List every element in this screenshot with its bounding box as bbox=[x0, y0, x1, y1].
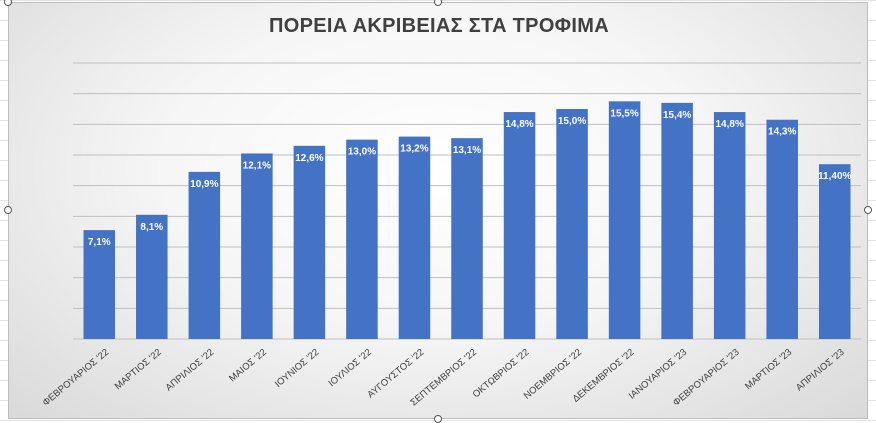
data-label: 8,1% bbox=[140, 222, 163, 233]
bar[interactable] bbox=[818, 164, 851, 339]
category-tick-label: ΑΠΡΙΛΙΟΣ '22 bbox=[164, 347, 217, 394]
data-label: 14,8% bbox=[715, 119, 743, 130]
data-label: 14,3% bbox=[768, 127, 796, 138]
chart-area[interactable]: ΠΟΡΕΙΑ ΑΚΡΙΒΕΙΑΣ ΣΤΑ ΤΡΟΦΙΜΑ 7,1% ΦΕΒΡΟΥΑ… bbox=[8, 2, 868, 419]
category-tick-label: ΜΑΡΤΙΟΣ '23 bbox=[743, 347, 794, 392]
resize-handle-top-left[interactable] bbox=[4, 0, 12, 6]
bar[interactable] bbox=[188, 171, 221, 339]
data-label: 7,1% bbox=[88, 237, 111, 248]
data-label: 11,40% bbox=[818, 171, 851, 182]
bar[interactable] bbox=[608, 101, 641, 339]
bar[interactable] bbox=[241, 153, 273, 339]
category-tick-label: ΜΑΡΤΙΟΣ '22 bbox=[113, 347, 164, 392]
data-label: 15,5% bbox=[610, 108, 638, 119]
category-tick-label: ΦΕΒΡΟΥΑΡΙΟΣ '22 bbox=[41, 347, 112, 409]
data-label: 15,4% bbox=[663, 110, 691, 121]
data-label: 10,9% bbox=[190, 179, 218, 190]
bar[interactable] bbox=[83, 230, 116, 339]
bar[interactable] bbox=[398, 136, 431, 339]
category-tick-label: ΑΠΡΙΛΙΟΣ '23 bbox=[794, 347, 847, 394]
bar[interactable] bbox=[661, 102, 693, 339]
data-label: 13,2% bbox=[400, 144, 428, 155]
bar[interactable] bbox=[556, 109, 588, 339]
category-tick-label: ΙΟΥΝΙΟΣ '22 bbox=[273, 347, 321, 390]
category-tick-label: ΙΟΥΛΙΟΣ '22 bbox=[326, 347, 373, 389]
data-label: 12,1% bbox=[243, 160, 271, 171]
resize-handle-top-center[interactable] bbox=[434, 0, 442, 6]
bar[interactable] bbox=[503, 112, 536, 339]
data-label: 12,6% bbox=[295, 153, 323, 164]
bar[interactable] bbox=[346, 139, 378, 339]
resize-handle-left[interactable] bbox=[4, 206, 12, 214]
chart-title: ΠΟΡΕΙΑ ΑΚΡΙΒΕΙΑΣ ΣΤΑ ΤΡΟΦΙΜΑ bbox=[269, 15, 609, 37]
bar[interactable] bbox=[451, 138, 483, 339]
bar[interactable] bbox=[293, 145, 326, 339]
resize-handle-right[interactable] bbox=[864, 206, 872, 214]
data-label: 13,1% bbox=[453, 145, 481, 156]
bar[interactable] bbox=[136, 214, 168, 339]
data-label: 15,0% bbox=[558, 116, 586, 127]
data-label: 13,0% bbox=[348, 147, 376, 158]
bar[interactable] bbox=[713, 112, 746, 339]
data-label: 14,8% bbox=[505, 119, 533, 130]
bar[interactable] bbox=[766, 119, 798, 339]
chart-plot: 7,1% ΦΕΒΡΟΥΑΡΙΟΣ '22 8,1% ΜΑΡΤΙΟΣ '22 10,9% Α… bbox=[41, 62, 861, 409]
category-tick-label: ΜΑΙΟΣ '22 bbox=[227, 347, 269, 384]
